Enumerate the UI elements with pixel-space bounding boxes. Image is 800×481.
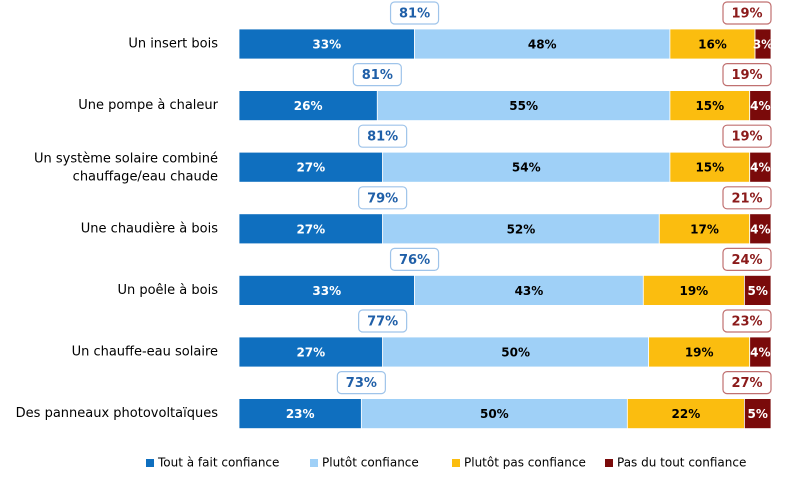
total-confiance-box <box>358 186 408 210</box>
bar-segment <box>238 90 378 121</box>
bar-value-label: 5% <box>748 284 768 298</box>
total-pas-confiance-label: 23% <box>731 315 762 330</box>
total-confiance-label: 77% <box>367 315 398 330</box>
category-label: Un insert bois <box>128 37 218 52</box>
total-confiance-label: 73% <box>346 376 377 391</box>
bar-value-label: 33% <box>312 38 341 52</box>
bar-value-label: 33% <box>312 284 341 298</box>
total-pas-confiance-box <box>722 62 772 87</box>
total-confiance-box <box>389 1 440 25</box>
bar-value-label: 50% <box>480 407 509 421</box>
total-pas-confiance-box <box>722 309 772 333</box>
bar-value-label: 15% <box>695 161 724 175</box>
bar-value-label: 27% <box>296 161 325 175</box>
bar-value-label: 43% <box>515 284 544 298</box>
bar-value-label: 17% <box>690 222 719 236</box>
total-confiance-label: 76% <box>399 253 430 268</box>
bar-value-label: 19% <box>685 346 714 360</box>
bar-segment <box>642 274 745 306</box>
bar-value-label: 4% <box>750 161 770 175</box>
total-confiance-box <box>352 62 402 87</box>
bar-segment <box>744 398 772 430</box>
bar-segment <box>376 90 671 121</box>
bar-segment <box>749 213 772 245</box>
bar-value-label: 4% <box>750 99 770 113</box>
total-pas-confiance-label: 19% <box>731 130 762 145</box>
bar-segment <box>749 336 772 368</box>
legend-label: Plutôt pas confiance <box>464 456 586 470</box>
legend-swatch <box>452 459 460 467</box>
bar-segment <box>749 90 772 121</box>
legend-swatch <box>146 459 154 467</box>
bar-value-label: 52% <box>507 222 536 236</box>
legend-swatch <box>310 459 318 467</box>
total-pas-confiance-label: 21% <box>731 191 762 206</box>
category-label: Un poêle à bois <box>117 283 218 298</box>
legend-label: Tout à fait confiance <box>157 456 279 470</box>
bar-value-label: 54% <box>512 161 541 175</box>
bar-value-label: 48% <box>528 38 557 52</box>
total-pas-confiance-box <box>722 371 772 395</box>
category-label: Un chauffe-eau solaire <box>72 345 218 360</box>
bar-segment <box>238 398 362 430</box>
bar-value-label: 5% <box>748 407 768 421</box>
bar-segment <box>382 151 671 183</box>
legend-swatch <box>605 459 613 467</box>
total-pas-confiance-label: 27% <box>731 376 762 391</box>
total-confiance-box <box>358 124 408 148</box>
total-pas-confiance-box <box>722 247 772 271</box>
bar-value-label: 27% <box>296 346 325 360</box>
bar-segment <box>382 213 660 245</box>
bar-segment <box>658 213 751 245</box>
bar-segment <box>238 274 415 306</box>
bar-value-label: 4% <box>750 222 770 236</box>
legend-label: Plutôt confiance <box>322 456 419 470</box>
total-confiance-label: 81% <box>399 7 430 22</box>
total-confiance-label: 81% <box>367 130 398 145</box>
bar-segment <box>414 28 671 60</box>
bar-segment <box>754 28 772 60</box>
bar-value-label: 55% <box>509 99 538 113</box>
bar-value-label: 15% <box>695 99 724 113</box>
total-pas-confiance-label: 19% <box>731 68 762 83</box>
bar-value-label: 50% <box>501 346 530 360</box>
bar-value-label: 26% <box>294 99 323 113</box>
bar-value-label: 23% <box>286 407 315 421</box>
bar-value-label: 16% <box>698 38 727 52</box>
total-confiance-box <box>358 309 408 333</box>
category-label: Une chaudière à bois <box>81 221 218 236</box>
total-confiance-label: 79% <box>367 191 398 206</box>
bar-segment <box>238 336 384 368</box>
total-confiance-label: 81% <box>362 68 393 83</box>
bar-segment <box>749 151 772 183</box>
bar-segment <box>669 28 756 60</box>
total-pas-confiance-label: 24% <box>731 253 762 268</box>
total-pas-confiance-box <box>722 1 772 25</box>
total-pas-confiance-box <box>722 124 772 148</box>
bar-segment <box>626 398 745 430</box>
bar-value-label: 19% <box>679 284 708 298</box>
bar-value-label: 22% <box>672 407 701 421</box>
bar-segment <box>360 398 628 430</box>
total-pas-confiance-label: 19% <box>731 7 762 22</box>
category-label: Un système solaire combiné chauffage/eau … <box>34 152 218 185</box>
legend-label: Pas du tout confiance <box>617 456 746 470</box>
total-pas-confiance-box <box>722 186 772 210</box>
category-label: Des panneaux photovoltaïques <box>16 406 219 421</box>
bar-segment <box>414 274 644 306</box>
total-confiance-box <box>389 247 440 271</box>
bar-segment <box>238 213 384 245</box>
bar-segment <box>744 274 772 306</box>
bar-value-label: 3% <box>753 38 773 52</box>
bar-value-label: 27% <box>296 222 325 236</box>
total-confiance-box <box>336 371 386 395</box>
bar-segment <box>238 28 415 60</box>
category-label: Une pompe à chaleur <box>78 98 218 113</box>
bar-value-label: 4% <box>750 346 770 360</box>
bar-segment <box>669 90 751 121</box>
